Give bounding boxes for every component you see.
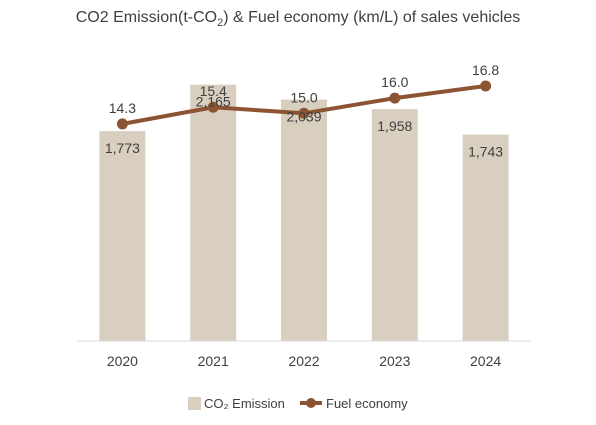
x-tick-2021: 2021 — [198, 353, 229, 369]
line-point-2022 — [298, 107, 310, 119]
x-tick-2023: 2023 — [379, 353, 410, 369]
legend-label-co2-emission: CO₂ Emission — [204, 396, 285, 411]
line-label-2022: 15.0 — [290, 89, 317, 105]
line-point-2020 — [116, 118, 128, 130]
line-point-2024 — [480, 80, 492, 92]
bar-label-2020: 1,773 — [105, 140, 140, 156]
line-label-2024: 16.8 — [472, 62, 499, 78]
bar-label-2021: 2,165 — [196, 94, 231, 110]
bar-2024 — [462, 134, 509, 341]
line-point-2021 — [207, 101, 219, 113]
x-tick-2020: 2020 — [107, 353, 138, 369]
bar-2021 — [190, 84, 237, 341]
x-tick-2024: 2024 — [470, 353, 501, 369]
line-layer — [116, 80, 492, 130]
bar-label-2024: 1,743 — [468, 144, 503, 160]
line-point-2023 — [389, 92, 401, 104]
bar-label-2023: 1,958 — [377, 118, 412, 134]
legend-marker-fuel-economy — [306, 398, 316, 408]
legend-label-fuel-economy: Fuel economy — [326, 396, 408, 411]
bar-2020 — [99, 131, 146, 341]
chart-title: CO2 Emission(t-CO2) & Fuel economy (km/L… — [76, 9, 520, 29]
legend: CO₂ Emission Fuel economy — [188, 396, 408, 411]
bar-2023 — [371, 109, 418, 342]
line-label-2023: 16.0 — [381, 74, 408, 90]
ticks-layer: 2020 2021 2022 2023 2024 — [107, 353, 502, 369]
bar-label-2022: 2,039 — [286, 109, 321, 125]
bar-2022 — [281, 99, 327, 341]
labels-layer: 1,773 2,165 2,039 1,958 1,743 14.3 15.4 15.0 16.… — [105, 62, 503, 160]
line-label-2020: 14.3 — [109, 100, 136, 116]
legend-swatch-co2-emission — [188, 397, 201, 410]
bars-layer — [99, 84, 509, 342]
line-label-2021: 15.4 — [200, 83, 227, 99]
x-tick-2022: 2022 — [288, 353, 319, 369]
